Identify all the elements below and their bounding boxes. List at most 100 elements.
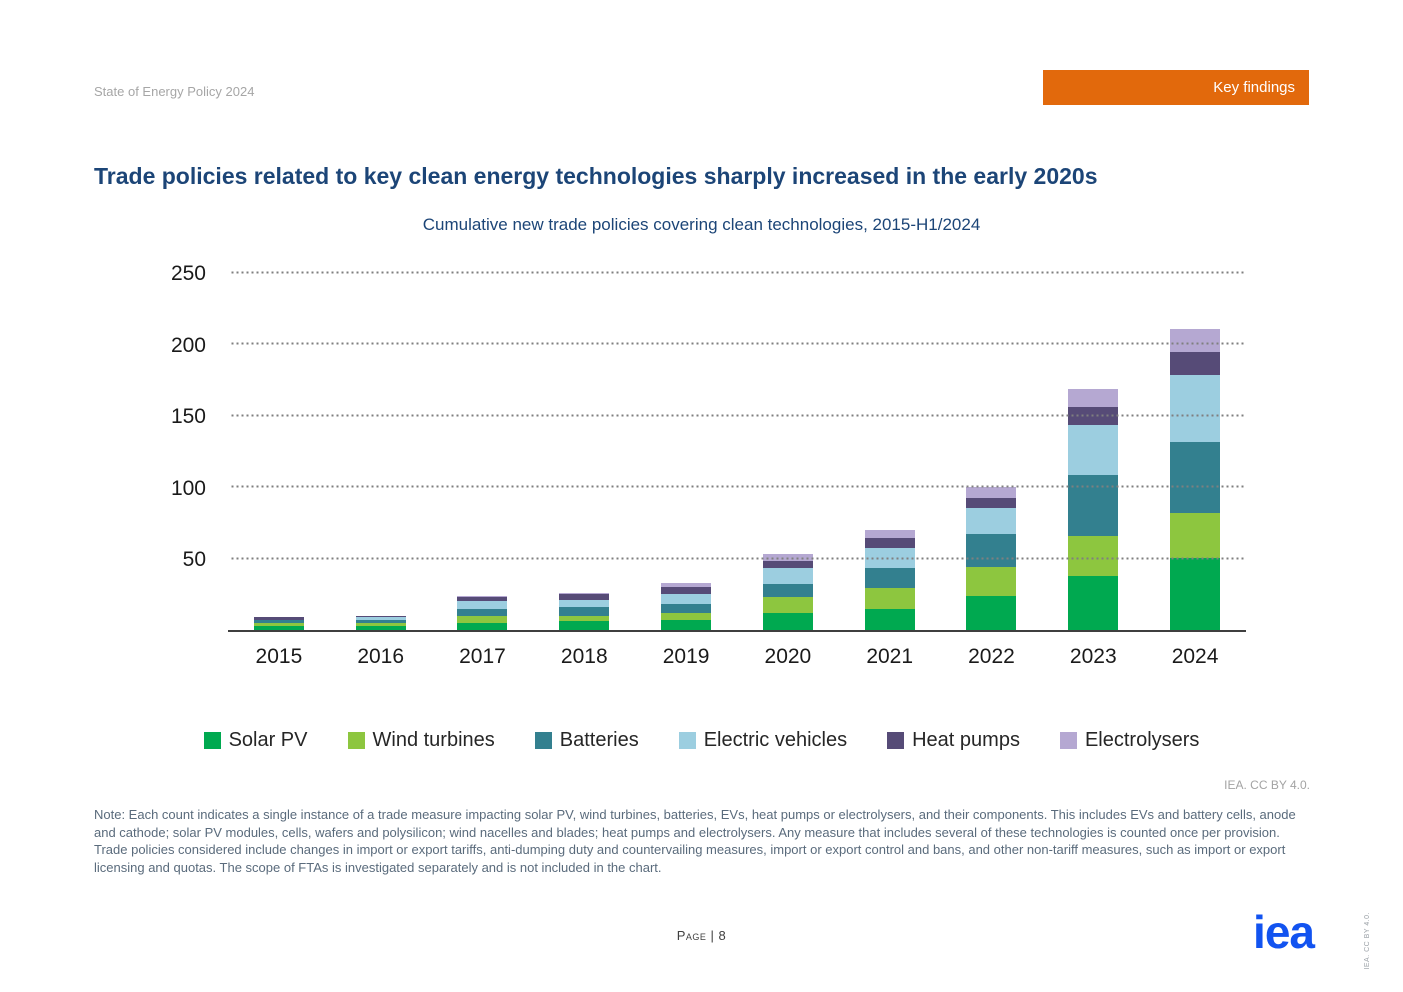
bar-segment-electric-vehicles-2022: [966, 508, 1017, 535]
y-tick-label-200: 200: [170, 333, 206, 357]
bar-2024: [1170, 329, 1221, 630]
bar-segment-wind-turbines-2018: [559, 615, 610, 622]
bar-segment-heat-pumps-2020: [762, 561, 813, 569]
x-tick-label-2017: 2017: [459, 645, 506, 668]
x-tick-label-2023: 2023: [1069, 645, 1117, 668]
legend-item-electric-vehicles: Electric vehicles: [678, 729, 847, 752]
bar-slot-2019: [635, 274, 737, 630]
legend-label: Solar PV: [228, 729, 308, 751]
bar-segment-electrolysers-2023: [1068, 389, 1119, 407]
bar-slot-2024: [1144, 274, 1246, 630]
legend-swatch-icon: [203, 732, 221, 749]
bar-segment-batteries-2015: [253, 620, 304, 623]
bar-2016: [355, 615, 406, 630]
bar-2018: [559, 592, 610, 630]
bar-segment-heat-pumps-2024: [1170, 352, 1221, 376]
bar-slot-2018: [533, 274, 635, 630]
bar-segment-electric-vehicles-2018: [559, 599, 610, 608]
bar-segment-wind-turbines-2023: [1068, 535, 1119, 576]
bar-2023: [1068, 389, 1119, 630]
bar-segment-batteries-2018: [559, 607, 610, 616]
bar-segment-electrolysers-2018: [559, 592, 610, 595]
x-tick-label-2020: 2020: [764, 645, 812, 668]
bar-segment-wind-turbines-2019: [661, 612, 712, 620]
legend-item-heat-pumps: Heat pumps: [887, 729, 1020, 752]
bar-segment-electric-vehicles-2024: [1170, 375, 1221, 443]
bar-segment-solar-pv-2023: [1068, 575, 1119, 630]
legend-swatch-icon: [1059, 732, 1077, 749]
bar-segment-heat-pumps-2016: [355, 615, 406, 618]
bar-slot-2022: [941, 274, 1043, 630]
bar-segment-wind-turbines-2022: [966, 567, 1017, 596]
y-tick-label-250: 250: [170, 262, 206, 285]
gridline-100: [230, 485, 1246, 489]
bar-segment-wind-turbines-2024: [1170, 512, 1221, 559]
bar-segment-solar-pv-2016: [355, 625, 406, 630]
document-title: State of Energy Policy 2024: [94, 84, 255, 99]
x-tick-label-2024: 2024: [1171, 645, 1219, 668]
legend-label: Heat pumps: [912, 729, 1020, 751]
bar-slot-2015: [228, 274, 330, 630]
bar-segment-electric-vehicles-2016: [355, 617, 406, 620]
bar-slot-2023: [1042, 274, 1144, 630]
bar-segment-wind-turbines-2020: [762, 597, 813, 613]
bar-segment-wind-turbines-2017: [457, 615, 508, 623]
key-findings-button[interactable]: Key findings: [1043, 70, 1309, 105]
x-tick-label-2021: 2021: [866, 645, 914, 668]
bar-segment-wind-turbines-2015: [253, 622, 304, 626]
page-number: Page | 8: [676, 928, 727, 943]
bar-2019: [661, 582, 712, 630]
bar-segment-solar-pv-2021: [864, 608, 915, 630]
page-title: Trade policies related to key clean ener…: [94, 163, 1098, 189]
legend-item-solar-pv: Solar PV: [203, 729, 308, 752]
bar-segment-heat-pumps-2019: [661, 587, 712, 595]
legend-label: Wind turbines: [372, 729, 495, 751]
gridline-150: [230, 413, 1246, 417]
y-tick-label-100: 100: [170, 476, 206, 500]
gridline-200: [230, 342, 1246, 346]
bar-segment-solar-pv-2022: [966, 595, 1017, 630]
legend-label: Batteries: [559, 729, 639, 751]
bar-segment-electrolysers-2021: [864, 529, 915, 539]
iea-logo: iea: [1253, 906, 1315, 958]
bar-segment-solar-pv-2024: [1170, 558, 1221, 630]
bar-segment-batteries-2019: [661, 604, 712, 613]
license-attribution: IEA. CC BY 4.0.: [1224, 778, 1310, 792]
side-license-label: IEA. CC BY 4.0.: [1364, 912, 1371, 970]
bar-2020: [762, 554, 813, 630]
bar-2021: [864, 529, 915, 630]
bar-segment-solar-pv-2019: [661, 619, 712, 630]
bar-2017: [457, 595, 508, 630]
bar-segment-electrolysers-2019: [661, 582, 712, 588]
bar-segment-solar-pv-2020: [762, 612, 813, 630]
legend-swatch-icon: [347, 732, 365, 749]
bar-slot-2020: [737, 274, 839, 630]
y-tick-label-150: 150: [170, 405, 206, 429]
bar-segment-solar-pv-2015: [253, 625, 304, 630]
bar-segment-electric-vehicles-2019: [661, 594, 712, 605]
plot-area: [228, 270, 1246, 632]
chart-subtitle: Cumulative new trade policies covering c…: [422, 215, 981, 234]
bar-segment-heat-pumps-2021: [864, 538, 915, 549]
legend-swatch-icon: [678, 732, 696, 749]
x-tick-label-2018: 2018: [560, 645, 608, 668]
legend-item-electrolysers: Electrolysers: [1059, 729, 1199, 752]
gridline-250: [230, 270, 1246, 274]
bar-segment-wind-turbines-2021: [864, 588, 915, 609]
bar-slot-2016: [330, 274, 432, 630]
bar-segment-batteries-2022: [966, 534, 1017, 568]
bar-segment-heat-pumps-2015: [253, 617, 304, 620]
gridline-50: [230, 556, 1246, 560]
bar-segment-electrolysers-2022: [966, 486, 1017, 499]
x-tick-label-2015: 2015: [255, 645, 303, 668]
x-axis: 2015 2016 2017 2018 2019 2020 2021 2022 2023 2024: [228, 645, 1246, 675]
bar-segment-electric-vehicles-2023: [1068, 425, 1119, 476]
bar-segment-batteries-2016: [355, 620, 406, 623]
bar-segment-batteries-2024: [1170, 442, 1221, 513]
legend-item-batteries: Batteries: [534, 729, 639, 752]
bar-segment-heat-pumps-2022: [966, 498, 1017, 509]
bar-segment-heat-pumps-2018: [559, 594, 610, 600]
bar-slot-2017: [432, 274, 534, 630]
legend-swatch-icon: [534, 732, 552, 749]
y-tick-label-50: 50: [182, 548, 206, 572]
